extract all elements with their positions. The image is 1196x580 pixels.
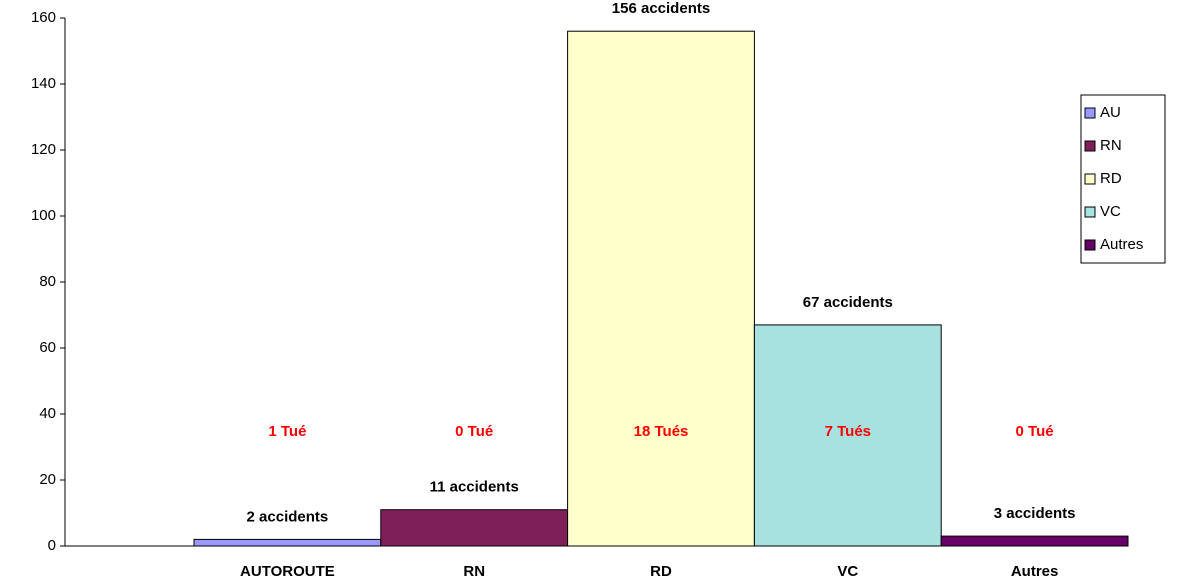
x-tick-label: Autres	[1011, 563, 1059, 580]
annotation: 0 Tué	[1016, 423, 1054, 440]
y-tick-label: 40	[39, 405, 56, 422]
legend-swatch	[1084, 107, 1096, 119]
annotation: 7 Tués	[825, 423, 871, 440]
legend-swatch	[1084, 173, 1096, 185]
bar	[380, 509, 569, 547]
x-tick-label: AUTOROUTE	[240, 563, 335, 580]
legend-label: AU	[1100, 104, 1121, 121]
y-tick-label: 80	[39, 273, 56, 290]
legend-swatch	[1084, 239, 1096, 251]
value-label: 3 accidents	[994, 505, 1076, 522]
x-tick-label: RN	[463, 563, 485, 580]
value-label: 2 accidents	[247, 508, 329, 525]
x-tick-label: VC	[837, 563, 858, 580]
bar	[753, 324, 942, 547]
y-tick-label: 60	[39, 339, 56, 356]
value-label: 67 accidents	[803, 294, 893, 311]
y-tick-label: 140	[31, 75, 56, 92]
y-tick-label: 120	[31, 141, 56, 158]
y-tick-label: 160	[31, 9, 56, 26]
bar	[193, 538, 382, 547]
legend-label: VC	[1100, 203, 1121, 220]
y-tick-label: 100	[31, 207, 56, 224]
annotation: 18 Tués	[634, 423, 689, 440]
legend-label: RN	[1100, 137, 1122, 154]
bar	[940, 535, 1129, 547]
y-tick-label: 0	[48, 537, 56, 554]
x-tick-label: RD	[650, 563, 672, 580]
bar	[567, 30, 755, 547]
value-label: 156 accidents	[612, 0, 710, 17]
annotation: 1 Tué	[268, 423, 306, 440]
legend-label: Autres	[1100, 236, 1143, 253]
value-label: 11 accidents	[430, 479, 519, 496]
y-tick-label: 20	[39, 471, 56, 488]
legend-swatch	[1084, 140, 1096, 152]
annotation: 0 Tué	[455, 423, 493, 440]
legend-swatch	[1084, 206, 1096, 218]
legend-label: RD	[1100, 170, 1122, 187]
